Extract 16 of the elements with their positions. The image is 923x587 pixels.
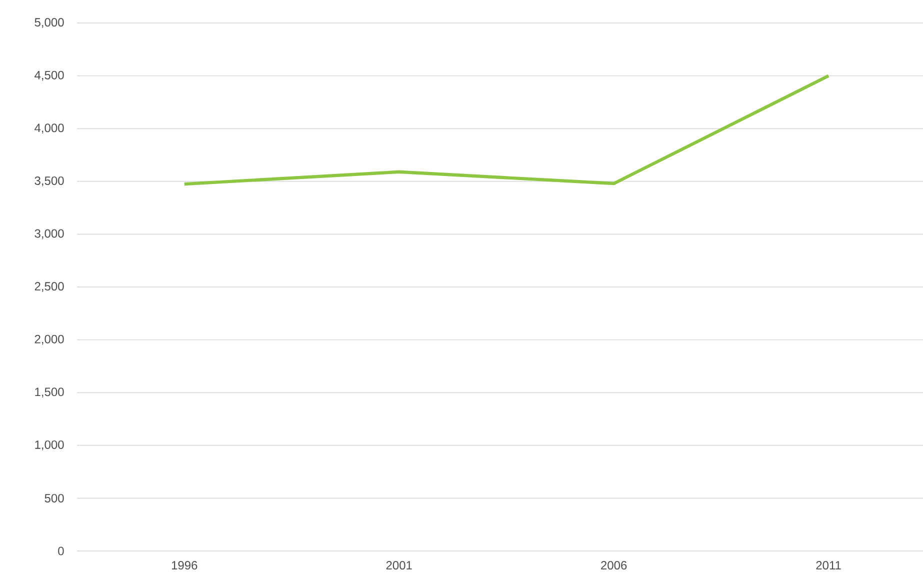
y-tick-label: 1,000: [35, 440, 64, 450]
y-tick-label: 4,500: [34, 70, 64, 81]
line-series: [182, 74, 830, 186]
y-tick-label: 0: [58, 546, 64, 556]
y-tick-label: 2,500: [34, 282, 64, 292]
y-tick-label: 1,500: [35, 388, 64, 398]
y-tick-label: 4,000: [34, 124, 64, 134]
y-tick-label: 5,000: [34, 18, 64, 28]
x-tick-label: 1996: [172, 561, 198, 570]
x-tick-label: 2011: [816, 561, 841, 570]
y-tick-label: 500: [44, 494, 64, 502]
x-tick-label: 2006: [601, 561, 627, 570]
y-tick-label: 2,000: [34, 334, 64, 345]
y-tick-label: 3,000: [34, 229, 64, 240]
x-tick-label: 2001: [386, 561, 412, 570]
y-tick-label: 3,500: [34, 176, 64, 186]
